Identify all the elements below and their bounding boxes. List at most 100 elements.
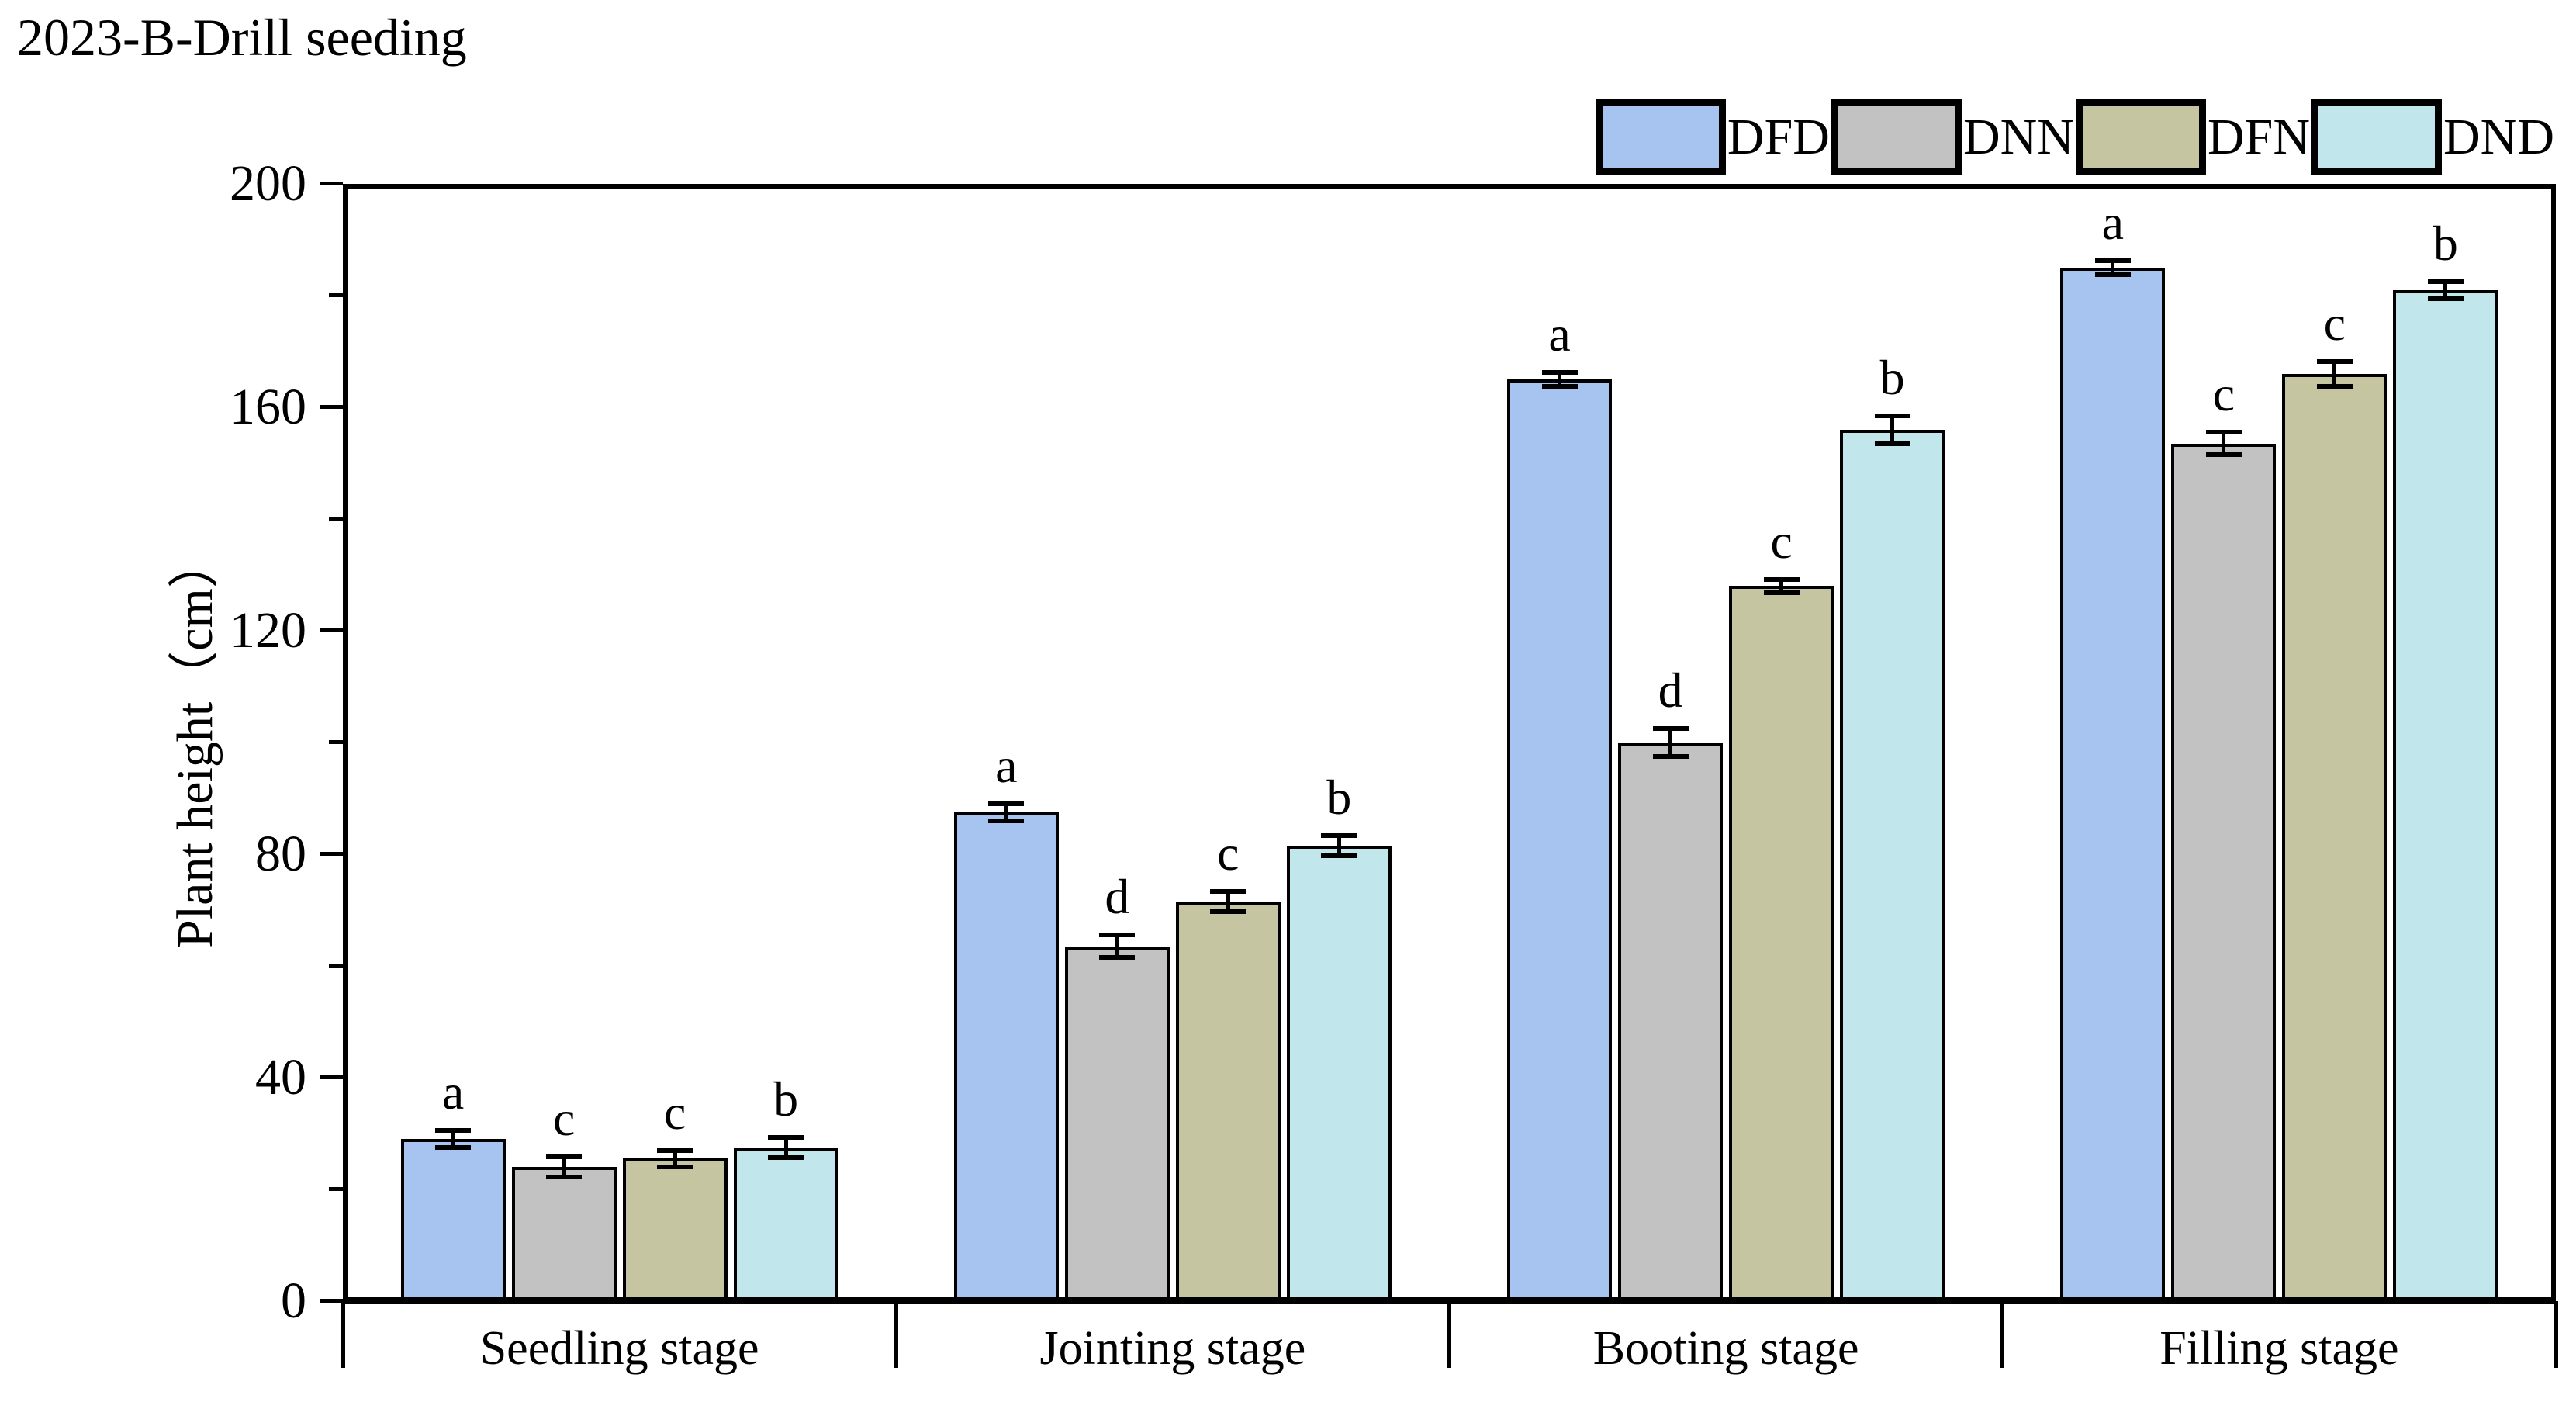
y-tick-major xyxy=(320,405,343,409)
plot-area: a c c b a d c b a d c b a c c b xyxy=(343,184,2556,1304)
bar-DFN-2 xyxy=(1729,586,1834,1301)
legend-swatch-DFD xyxy=(1595,99,1726,175)
legend-label-DFN: DFN xyxy=(2207,109,2310,165)
y-tick-label: 200 xyxy=(230,155,306,212)
axis-right xyxy=(2551,184,2556,1301)
error-bar-DFD-1 xyxy=(1004,804,1008,821)
y-tick-minor xyxy=(329,517,343,521)
legend-swatch-DND xyxy=(2311,99,2442,175)
y-tick-label: 160 xyxy=(230,379,306,435)
y-tick-minor xyxy=(329,740,343,744)
error-cap-bottom xyxy=(2427,296,2464,301)
error-cap-bottom xyxy=(657,1165,693,1170)
error-cap-top xyxy=(435,1128,472,1134)
error-cap-bottom xyxy=(1321,853,1357,859)
error-cap-bottom xyxy=(2205,452,2242,458)
error-cap-top xyxy=(2094,258,2131,263)
group-separator xyxy=(2000,1301,2005,1368)
y-tick-label: 40 xyxy=(255,1049,306,1106)
axis-left xyxy=(343,184,348,1301)
legend-label-DNN: DNN xyxy=(1962,109,2074,165)
error-cap-bottom xyxy=(1099,955,1136,961)
y-tick-label: 0 xyxy=(281,1272,306,1329)
y-tick-minor xyxy=(329,964,343,968)
error-cap-bottom xyxy=(2316,383,2353,389)
error-cap-top xyxy=(988,801,1025,807)
bar-DND-1 xyxy=(1286,846,1392,1301)
error-cap-bottom xyxy=(435,1145,472,1150)
bar-DND-3 xyxy=(2393,289,2498,1301)
error-bar-DND-2 xyxy=(1890,415,1895,444)
group-separator xyxy=(894,1301,898,1368)
sig-letter-DNN-2: d xyxy=(1658,663,1683,718)
error-bar-DFD-2 xyxy=(1558,372,1562,386)
sig-letter-DNN-3: c xyxy=(2212,366,2235,422)
error-cap-top xyxy=(546,1154,583,1160)
sig-letter-DND-2: b xyxy=(1879,349,1905,405)
legend-label-DFD: DFD xyxy=(1727,109,1830,165)
y-tick-major xyxy=(320,628,343,632)
error-cap-bottom xyxy=(546,1175,583,1180)
bar-DND-2 xyxy=(1840,429,1945,1301)
y-tick-minor xyxy=(329,293,343,297)
sig-letter-DFD-2: a xyxy=(1548,306,1571,362)
sig-letter-DND-0: b xyxy=(773,1071,799,1127)
error-cap-bottom xyxy=(988,818,1025,823)
error-bar-DFN-1 xyxy=(1226,891,1230,912)
error-cap-top xyxy=(768,1135,804,1141)
bar-DNN-2 xyxy=(1618,743,1724,1301)
error-cap-top xyxy=(1652,726,1689,731)
error-cap-top xyxy=(2427,279,2464,284)
error-bar-DND-0 xyxy=(783,1137,788,1158)
sig-letter-DFN-1: c xyxy=(1217,826,1240,881)
sig-letter-DND-3: b xyxy=(2433,216,2458,271)
bar-DNN-3 xyxy=(2171,443,2277,1301)
y-tick-major xyxy=(320,1299,343,1303)
error-cap-bottom xyxy=(1763,590,1800,596)
bar-DFN-3 xyxy=(2282,373,2388,1301)
error-cap-bottom xyxy=(1874,441,1910,446)
legend-swatch-DNN xyxy=(1831,99,1962,175)
bar-DNN-1 xyxy=(1064,946,1170,1301)
sig-letter-DNN-0: c xyxy=(552,1091,576,1147)
legend: DFD DNN DFN DND xyxy=(1595,99,2556,175)
bar-DFD-1 xyxy=(953,812,1059,1301)
sig-letter-DNN-1: d xyxy=(1105,869,1130,925)
error-bar-DNN-3 xyxy=(2222,432,2226,455)
y-tick-major xyxy=(320,182,343,185)
legend-item-DNN: DNN xyxy=(1831,99,2076,175)
error-cap-top xyxy=(1099,933,1136,938)
sig-letter-DFD-1: a xyxy=(995,738,1018,794)
bar-DND-0 xyxy=(733,1148,838,1301)
error-bar-DNN-2 xyxy=(1668,729,1673,756)
sig-letter-DFD-3: a xyxy=(2101,194,2125,250)
bar-DFD-2 xyxy=(1507,379,1613,1301)
error-cap-top xyxy=(2205,430,2242,435)
error-cap-bottom xyxy=(768,1154,804,1160)
legend-item-DFD: DFD xyxy=(1595,99,1831,175)
x-category-label: Seedling stage xyxy=(479,1322,759,1375)
bar-DFD-3 xyxy=(2060,268,2166,1301)
legend-item-DFN: DFN xyxy=(2075,99,2311,175)
y-tick-minor xyxy=(329,1187,343,1191)
sig-letter-DFN-2: c xyxy=(1770,513,1793,569)
bar-DNN-0 xyxy=(511,1167,617,1301)
error-cap-top xyxy=(1210,889,1247,895)
error-cap-top xyxy=(1763,576,1800,582)
error-bar-DFN-2 xyxy=(1779,579,1784,594)
sig-letter-DND-1: b xyxy=(1326,770,1352,826)
error-cap-top xyxy=(2316,358,2353,364)
error-bar-DNN-0 xyxy=(562,1157,566,1178)
axis-bottom xyxy=(343,1297,2556,1304)
error-bar-DFD-3 xyxy=(2111,260,2115,275)
error-cap-bottom xyxy=(2094,272,2131,278)
bar-DFD-0 xyxy=(400,1139,506,1301)
bar-DFN-0 xyxy=(622,1158,728,1301)
y-tick-major xyxy=(320,1075,343,1079)
sig-letter-DFN-0: c xyxy=(663,1084,686,1140)
error-cap-bottom xyxy=(1652,754,1689,759)
y-tick-label: 80 xyxy=(255,826,306,882)
error-bar-DFN-0 xyxy=(673,1150,677,1168)
legend-item-DND: DND xyxy=(2311,99,2556,175)
